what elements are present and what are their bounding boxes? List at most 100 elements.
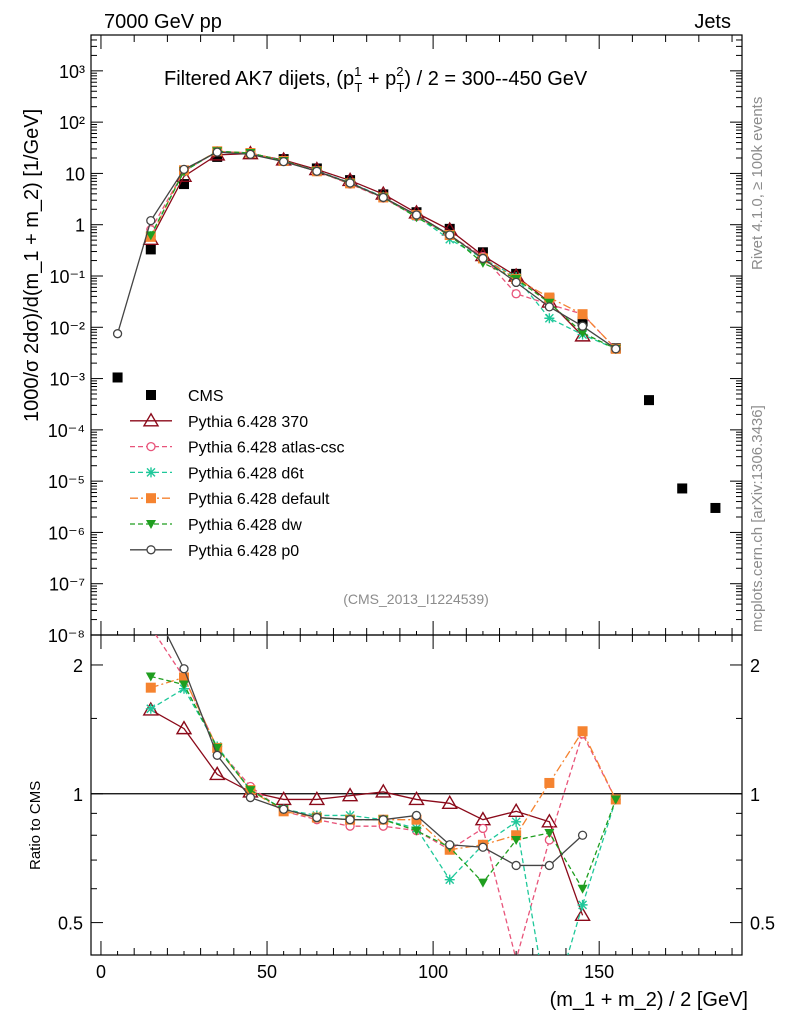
main-point-pythia-6-428-p0 — [212, 147, 222, 157]
ratio-point-pythia-6-428-default — [544, 777, 555, 788]
main-point-pythia-6-428-dw — [577, 328, 588, 338]
ratio-point-pythia-6-428-370 — [441, 794, 458, 810]
main-point-pythia-6-428-p0 — [146, 215, 156, 226]
ratio-point-pythia-6-428-d6t — [544, 1013, 554, 1023]
main-point-pythia-6-428-dw — [145, 231, 156, 241]
x-axis-label: (m_1 + m_2) / 2 [GeV] — [550, 989, 748, 1011]
legend-marker-pythia-6-428-dw — [146, 520, 156, 529]
ratio-y-tick-label-right: 2 — [750, 656, 760, 676]
main-point-pythia-6-428-p0 — [577, 321, 588, 331]
main-line-pythia-6-428-default — [150, 150, 617, 350]
legend-marker-pythia-6-428-d6t — [146, 467, 156, 478]
ratio-point-pythia-6-428-370 — [375, 783, 392, 798]
ratio-point-pythia-6-428-p0 — [212, 750, 222, 760]
ratio-point-pythia-6-428-p0 — [245, 792, 256, 803]
ratio-y-tick-label: 2 — [73, 656, 83, 676]
mcplots-label: mcplots.cern.ch [arXiv:1306.3436] — [749, 405, 766, 632]
rivet-version-label: Rivet 4.1.0, ≥ 100k events — [749, 97, 766, 270]
main-line-pythia-6-428-370 — [150, 152, 584, 337]
analysis-tag: (CMS_2013_I1224539) — [343, 591, 489, 607]
main-point-pythia-6-428-d6t — [544, 313, 555, 324]
main-y-tick-label: 10⁻⁷ — [49, 575, 85, 595]
ratio-point-pythia-6-428-p0 — [544, 860, 555, 871]
main-y-tick-label: 10⁻³ — [49, 370, 85, 390]
legend: CMS Pythia 6.428 370 Pythia 6.428 atlas-cs… — [130, 388, 345, 560]
main-series — [112, 145, 721, 513]
main-line-pythia-6-428-p0 — [116, 151, 617, 350]
ratio-point-pythia-6-428-atlas-csc — [514, 954, 518, 955]
ratio-point-pythia-6-428-p0 — [478, 842, 488, 852]
ratio-point-pythia-6-428-370 — [175, 720, 193, 735]
main-line-pythia-6-428-d6t — [150, 150, 617, 350]
main-point-cms — [677, 483, 688, 494]
legend-label-pythia-6-428-dw: Pythia 6.428 dw — [188, 517, 302, 534]
main-point-cms — [212, 151, 223, 162]
legend-marker-pythia-6-428-atlas-csc — [146, 441, 156, 452]
main-y-tick-label: 10 — [65, 164, 85, 184]
ratio-point-pythia-6-428-dw — [245, 786, 256, 796]
ratio-point-pythia-6-428-p0 — [445, 840, 455, 850]
ratio-point-pythia-6-428-atlas-csc — [478, 823, 488, 834]
ratio-point-pythia-6-428-370 — [341, 787, 359, 802]
ratio-point-pythia-6-428-p0 — [312, 812, 322, 823]
x-tick-label: 0 — [96, 962, 106, 982]
main-point-pythia-6-428-p0 — [112, 329, 123, 339]
main-point-pythia-6-428-p0 — [478, 253, 488, 264]
main-y-tick-label: 1 — [75, 216, 85, 236]
main-point-cms — [179, 179, 189, 190]
legend-marker-pythia-6-428-default — [146, 493, 156, 504]
ratio-point-pythia-6-428-dw — [511, 835, 522, 845]
ratio-point-pythia-6-428-370 — [574, 906, 591, 922]
ratio-point-pythia-6-428-default — [145, 682, 156, 693]
legend-label-pythia-6-428-370: Pythia 6.428 370 — [188, 414, 308, 431]
main-point-pythia-6-428-default — [544, 292, 555, 303]
ratio-point-pythia-6-428-p0 — [345, 815, 355, 825]
ratio-point-pythia-6-428-p0 — [511, 860, 521, 871]
main-point-pythia-6-428-p0 — [411, 210, 422, 220]
main-point-pythia-6-428-p0 — [278, 156, 289, 167]
ratio-point-pythia-6-428-dw — [411, 826, 422, 836]
main-point-pythia-6-428-p0 — [611, 344, 621, 354]
main-axes: 10⁻⁸ 10⁻⁷ 10⁻⁶ 10⁻⁵ 10⁻⁴ 10⁻³ 10⁻² 10⁻¹ 1 10 10² 10… — [48, 34, 742, 646]
main-point-pythia-6-428-p0 — [245, 149, 256, 160]
main-point-pythia-6-428-p0 — [445, 230, 455, 240]
ratio-point-pythia-6-428-p0 — [577, 830, 588, 840]
plot-title: Filtered AK7 dijets, (p1 T + p2 T) / 2 = 3… — [164, 64, 588, 95]
ratio-point-pythia-6-428-default — [577, 726, 588, 737]
ratio-point-pythia-6-428-dw — [179, 680, 189, 690]
ratio-point-pythia-6-428-p0 — [378, 815, 388, 825]
legend-label-cms: CMS — [188, 388, 224, 405]
main-line-pythia-6-428-atlas-csc — [150, 150, 617, 350]
ratio-point-pythia-6-428-d6t — [577, 899, 588, 910]
ratio-y-tick-label: 0.5 — [58, 914, 83, 934]
main-point-cms — [444, 223, 455, 234]
main-line-pythia-6-428-dw — [150, 150, 617, 350]
header-left: 7000 GeV pp — [104, 11, 222, 33]
main-y-tick-label: 10³ — [59, 62, 85, 82]
main-point-cms — [145, 244, 156, 255]
legend-marker-pythia-6-428-p0 — [146, 545, 156, 555]
main-point-pythia-6-428-p0 — [179, 164, 189, 175]
ratio-y-axis-label: Ratio to CMS — [27, 781, 44, 870]
ratio-plot-frame — [90, 634, 743, 956]
ratio-y-tick-label: 1 — [73, 785, 83, 805]
main-point-cms — [644, 395, 654, 406]
ratio-line-pythia-6-428-p0 — [166, 635, 584, 867]
main-y-tick-label: 10⁻⁴ — [48, 421, 85, 441]
main-y-tick-label: 10⁻⁶ — [48, 523, 85, 543]
ratio-point-pythia-6-428-p0 — [278, 804, 289, 814]
ratio-point-pythia-6-428-p0 — [179, 664, 189, 674]
ratio-point-pythia-6-428-dw — [145, 672, 156, 682]
main-point-cms — [577, 316, 588, 327]
ratio-point-pythia-6-428-dw — [577, 884, 588, 894]
ratio-point-pythia-6-428-d6t — [444, 874, 455, 885]
ratio-point-pythia-6-428-d6t — [511, 816, 522, 827]
legend-marker-cms — [146, 390, 156, 400]
legend-label-pythia-6-428-atlas-csc: Pythia 6.428 atlas-csc — [188, 440, 345, 457]
ratio-point-pythia-6-428-dw — [212, 743, 223, 753]
ratio-point-pythia-6-428-370 — [308, 791, 326, 806]
ratio-point-pythia-6-428-default — [511, 830, 522, 841]
ratio-point-pythia-6-428-default — [179, 672, 189, 683]
ratio-point-pythia-6-428-370 — [208, 766, 226, 781]
